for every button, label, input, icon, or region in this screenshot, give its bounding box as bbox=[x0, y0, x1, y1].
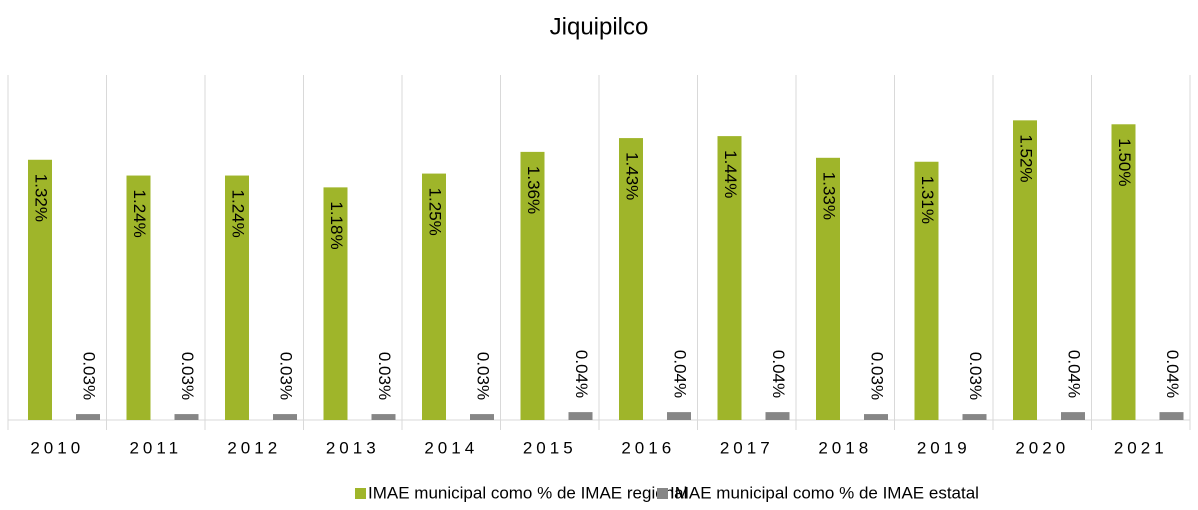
x-tick-label: 2014 bbox=[424, 438, 478, 457]
bar bbox=[520, 151, 545, 420]
x-tick-label: 2011 bbox=[129, 438, 182, 457]
x-tick-label: 2021 bbox=[1114, 438, 1168, 457]
x-tick-label: 2017 bbox=[720, 438, 774, 457]
bar bbox=[1013, 120, 1037, 420]
value-label: 1.25% bbox=[426, 188, 445, 236]
value-label: 0.03% bbox=[277, 352, 296, 400]
bar bbox=[1159, 412, 1184, 420]
value-label: 0.03% bbox=[868, 352, 887, 400]
legend-swatch bbox=[355, 488, 366, 499]
bar bbox=[962, 414, 987, 420]
value-label: 0.04% bbox=[671, 350, 690, 398]
value-label: 1.43% bbox=[623, 152, 642, 200]
bar bbox=[470, 414, 494, 420]
x-tick-label: 2019 bbox=[917, 438, 971, 457]
value-label: 0.04% bbox=[572, 350, 591, 398]
bar bbox=[1061, 412, 1085, 420]
value-label: 1.18% bbox=[327, 201, 346, 249]
bar bbox=[225, 175, 249, 420]
bar bbox=[619, 138, 643, 421]
bar bbox=[864, 414, 888, 420]
bar bbox=[323, 187, 348, 420]
bar bbox=[371, 414, 396, 420]
legend-label: IMAE municipal como % de IMAE estatal bbox=[670, 483, 979, 502]
value-label: 1.44% bbox=[721, 150, 740, 198]
bar bbox=[174, 414, 199, 420]
chart-title: Jiquipilco bbox=[550, 13, 649, 40]
legend-label: IMAE municipal como % de IMAE regional bbox=[368, 483, 687, 502]
value-label: 0.03% bbox=[375, 352, 394, 400]
bar bbox=[1111, 124, 1136, 421]
bar bbox=[273, 414, 297, 420]
value-label: 0.03% bbox=[178, 352, 197, 400]
value-label: 0.03% bbox=[474, 352, 493, 400]
bar bbox=[126, 175, 151, 420]
bar bbox=[28, 159, 52, 420]
value-label: 0.03% bbox=[80, 352, 99, 400]
bar bbox=[717, 136, 742, 420]
value-label: 1.24% bbox=[130, 190, 149, 238]
bar bbox=[422, 173, 446, 420]
value-label: 0.04% bbox=[1065, 350, 1084, 398]
bar bbox=[765, 412, 790, 420]
x-tick-label: 2010 bbox=[30, 438, 84, 457]
value-label: 1.36% bbox=[524, 166, 543, 214]
legend-swatch bbox=[657, 488, 668, 499]
value-label: 0.04% bbox=[1163, 350, 1182, 398]
value-label: 1.24% bbox=[229, 190, 248, 238]
value-label: 1.50% bbox=[1115, 138, 1134, 186]
value-label: 0.03% bbox=[966, 352, 985, 400]
bar bbox=[76, 414, 100, 420]
x-tick-label: 2018 bbox=[818, 438, 872, 457]
value-label: 1.32% bbox=[32, 174, 51, 222]
bar bbox=[568, 412, 593, 420]
x-tick-label: 2015 bbox=[523, 438, 577, 457]
x-tick-label: 2012 bbox=[227, 438, 281, 457]
value-label: 0.04% bbox=[769, 350, 788, 398]
bar bbox=[914, 161, 939, 420]
bar bbox=[667, 412, 691, 420]
x-tick-label: 2020 bbox=[1015, 438, 1069, 457]
bar bbox=[816, 157, 840, 421]
value-label: 1.33% bbox=[820, 172, 839, 220]
value-label: 1.31% bbox=[918, 176, 937, 224]
x-tick-label: 2016 bbox=[621, 438, 675, 457]
value-label: 1.52% bbox=[1017, 134, 1036, 182]
x-tick-label: 2013 bbox=[326, 438, 380, 457]
